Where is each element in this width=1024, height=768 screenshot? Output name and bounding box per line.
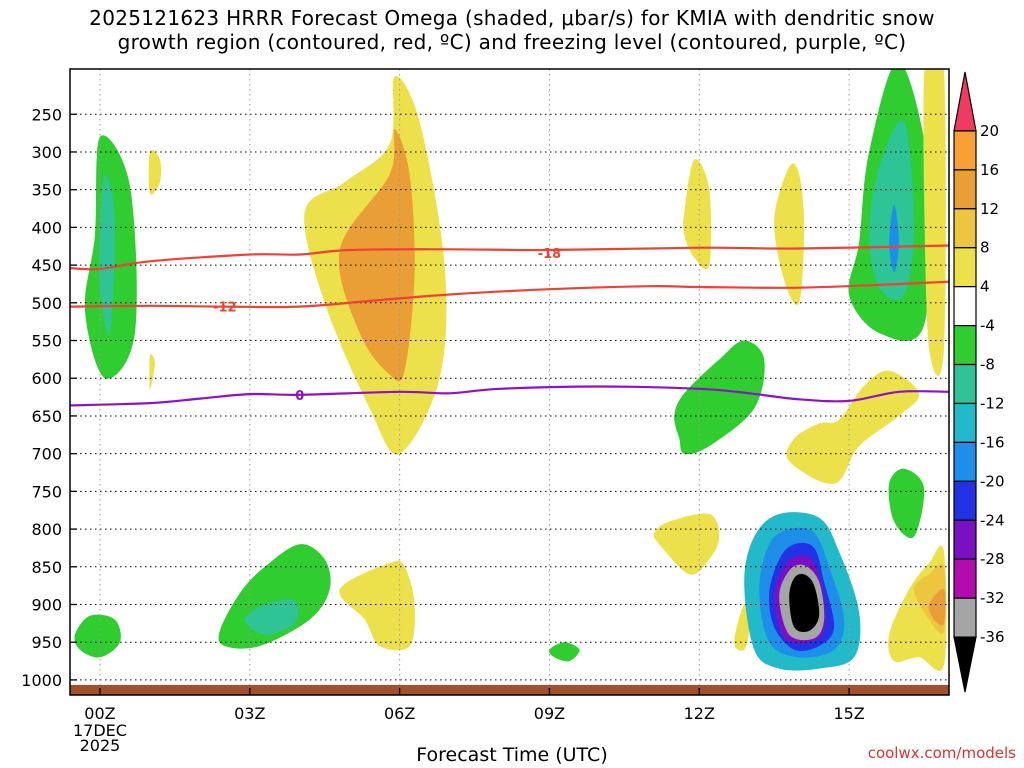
y-tick-label: 700 [31, 445, 62, 464]
colorbar-label: -8 [980, 356, 995, 374]
omega-shade-region [786, 370, 920, 485]
colorbar-label: -28 [980, 550, 1005, 568]
colorbar-label: -36 [980, 628, 1005, 646]
colorbar-segment [953, 558, 977, 599]
y-tick-label: 900 [31, 595, 62, 614]
omega-shade-region [789, 573, 820, 633]
y-tick-label: 750 [31, 482, 62, 501]
x-tick-label: 06Z [384, 704, 415, 723]
colorbar-segment [953, 247, 977, 288]
colorbar-label: 12 [980, 200, 999, 218]
x-tick-label: 09Z [534, 704, 565, 723]
x-tick-label: 15Z [833, 704, 864, 723]
y-tick-label: 1000 [21, 671, 62, 690]
colorbar-segment [953, 130, 977, 171]
freezing-level-label: 0 [295, 389, 304, 404]
colorbar-label: -24 [980, 511, 1005, 529]
colorbar-segment [953, 169, 977, 210]
y-tick-label: 250 [31, 105, 62, 124]
y-tick-label: 500 [31, 294, 62, 313]
colorbar-label: 20 [980, 122, 999, 140]
title-line-2: growth region (contoured, red, ºC) and f… [117, 30, 907, 54]
colorbar-segment [953, 480, 977, 521]
dgz-minus18-contour [69, 244, 950, 271]
dgz-minus12-contour [69, 280, 950, 309]
omega-shade-region [339, 560, 415, 651]
omega-shade-region [889, 204, 900, 273]
colorbar-label: 16 [980, 161, 999, 179]
omega-shade-region [549, 642, 580, 662]
x-axis-title: Forecast Time (UTC) [416, 744, 608, 766]
freezing-level-contour [69, 385, 950, 407]
omega-shade-region [928, 588, 946, 626]
x-date-label: 17DEC [73, 721, 127, 740]
y-tick-label: 450 [31, 256, 62, 275]
colorbar-segment [953, 208, 977, 249]
ground-level-band [70, 684, 949, 695]
colorbar-bottom-triangle [953, 636, 977, 693]
x-tick-label: 00Z [84, 704, 115, 723]
y-tick-label: 550 [31, 332, 62, 351]
x-tick-label: 12Z [684, 704, 715, 723]
plot-frame [69, 68, 950, 696]
y-tick-label: 300 [31, 143, 62, 162]
colorbar-segment [953, 441, 977, 482]
omega-shade-region [338, 129, 415, 382]
y-tick-label: 650 [31, 407, 62, 426]
omega-shade-region [683, 158, 712, 270]
omega-shade-region [653, 513, 720, 575]
colorbar-segment [953, 519, 977, 560]
y-tick-label: 800 [31, 520, 62, 539]
omega-shade-region [74, 614, 121, 658]
y-tick-label: 400 [31, 218, 62, 237]
colorbar-label: -16 [980, 433, 1005, 451]
omega-shade-region [888, 468, 925, 539]
omega-shade-region [734, 604, 750, 651]
omega-shade-region [148, 150, 162, 195]
colorbar-label: 8 [980, 239, 990, 257]
omega-shade-region [774, 163, 805, 306]
dgz-minus18-label: -18 [538, 247, 562, 262]
omega-shade-region [244, 599, 299, 635]
y-tick-label: 850 [31, 558, 62, 577]
colorbar-segment [953, 286, 977, 327]
colorbar-top-triangle [953, 71, 977, 132]
colorbar-label: 4 [980, 278, 990, 296]
x-date-label: 2025 [80, 736, 121, 755]
omega-shade-region [149, 354, 155, 390]
omega-shade-region [99, 174, 116, 336]
omega-shade-region [674, 340, 765, 455]
y-tick-label: 600 [31, 369, 62, 388]
colorbar-segment [953, 402, 977, 444]
colorbar-segment [953, 597, 977, 638]
colorbar-segment [953, 325, 977, 366]
colorbar-segment [953, 363, 977, 405]
x-tick-label: 03Z [234, 704, 265, 723]
colorbar-label: -4 [980, 317, 995, 335]
title-line-1: 2025121623 HRRR Forecast Omega (shaded, … [89, 6, 935, 30]
omega-shade-region [923, 69, 946, 376]
credit-link[interactable]: coolwx.com/models [867, 744, 1016, 762]
colorbar-label: -32 [980, 589, 1005, 607]
y-tick-label: 350 [31, 181, 62, 200]
dgz-minus12-label: -12 [213, 301, 237, 316]
colorbar-label: -20 [980, 472, 1005, 490]
y-tick-label: 950 [31, 633, 62, 652]
omega-shade-region [869, 120, 914, 301]
chart-title: 2025121623 HRRR Forecast Omega (shaded, … [0, 6, 1024, 54]
colorbar-label: -12 [980, 394, 1005, 412]
